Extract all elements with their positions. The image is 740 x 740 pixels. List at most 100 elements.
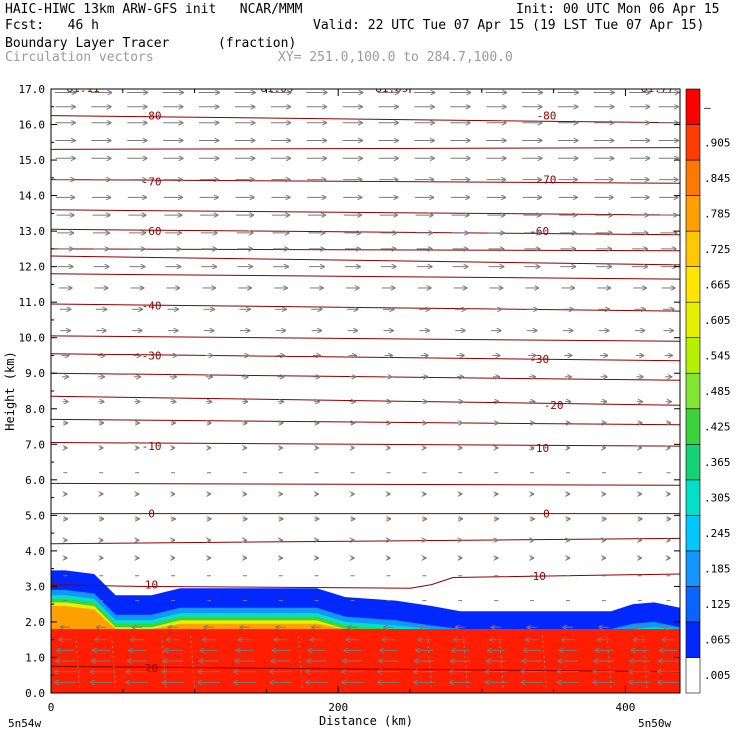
y-tick-label-7: 7.0 — [25, 438, 45, 451]
temperature-contour-12 — [51, 273, 680, 280]
vertical-motion-8 — [541, 636, 547, 688]
colorbar-swatch-6 — [685, 443, 701, 481]
colorbar-swatch-3 — [685, 550, 701, 587]
colorbar-swatch-5 — [685, 479, 701, 516]
colorbar-swatch-14 — [685, 159, 701, 196]
header-title: HAIC-HIWC 13km ARW-GFS init NCAR/MMM — [5, 2, 303, 17]
y-tick-label-13: 13.0 — [19, 225, 46, 238]
temperature-contour-11 — [51, 303, 680, 312]
x-tick-label-1: 200 — [328, 701, 348, 714]
colorbar-label-10: .605 — [704, 314, 731, 327]
colorbar-label-9: .545 — [704, 349, 731, 362]
vertical-motion-4 — [297, 636, 303, 688]
temperature-contour-18 — [51, 147, 680, 150]
x-axis-left-end-label: 5n54w — [8, 717, 41, 730]
temperature-contour-17 — [51, 179, 680, 184]
colorbar-label-0: .005 — [704, 669, 731, 682]
vertical-motion-0 — [75, 636, 81, 688]
y-tick-label-0: 0.0 — [25, 687, 45, 700]
circulation-vectors — [54, 93, 680, 688]
temperature-contour-4 — [51, 482, 680, 486]
colorbar-swatch-16 — [685, 88, 701, 125]
colorbar-swatch-12 — [685, 230, 701, 267]
colorbar: .005 .065 .125 .185 .245 .305 .365 .425 .485 .545… — [685, 88, 731, 694]
colorbar-swatch-4 — [685, 515, 701, 552]
colorbar-swatch-8 — [685, 372, 701, 410]
temperature-contour-6 — [51, 418, 680, 426]
colorbar-label-6: .365 — [704, 456, 731, 469]
vertical-motion-9 — [606, 636, 612, 688]
vertical-motion-3 — [190, 636, 196, 688]
contour-label-3-1: 0 — [543, 508, 550, 521]
temperature-contour-2 — [51, 537, 680, 545]
top-contour-label-0: -81.11 — [60, 82, 100, 95]
y-tick-label-1: 1.0 — [25, 651, 45, 664]
colorbar-label-8: .485 — [704, 385, 731, 398]
colorbar-label-7: .425 — [704, 421, 731, 434]
temperature-contour-0 — [51, 665, 680, 673]
contour-label-17-1: -70 — [537, 174, 557, 187]
overlay-name: Circulation vectors — [5, 50, 154, 65]
field-units: (fraction) — [218, 36, 297, 51]
temperature-contour-5 — [51, 442, 680, 447]
temperature-contour-9 — [51, 353, 680, 362]
vertical-motion-7 — [498, 636, 504, 688]
x-tick-label-2: 400 — [615, 701, 635, 714]
colorbar-swatch-1 — [685, 621, 701, 658]
temperature-contour-7 — [51, 395, 680, 406]
contour-label-7-0: -20 — [544, 399, 564, 412]
contour-label-19-1: -80 — [537, 110, 557, 123]
y-tick-label-5: 5.0 — [25, 509, 45, 522]
y-axis-title: Height (km) — [3, 351, 17, 430]
contour-label-11-0: -40 — [142, 300, 162, 313]
colorbar-swatch-13 — [685, 195, 701, 232]
header-fcst: Fcst: 46 h — [5, 18, 99, 33]
colorbar-swatch-15 — [685, 124, 701, 161]
colorbar-label-3: .185 — [704, 563, 731, 576]
y-tick-label-6: 6.0 — [25, 474, 45, 487]
temperature-contour-1 — [51, 573, 680, 589]
colorbar-swatch-10 — [685, 301, 701, 339]
colorbar-label-11: .665 — [704, 278, 731, 291]
vertical-motion-6 — [462, 636, 468, 688]
contour-label-17-0: -70 — [142, 175, 162, 188]
contour-label-19-0: -80 — [142, 110, 162, 123]
temperature-contour-10 — [51, 335, 680, 342]
header-init: Init: 00 UTC Mon 06 Apr 15 — [516, 2, 720, 17]
top-contour-label-3: -81.77 — [634, 82, 674, 95]
vertical-motion-10 — [642, 636, 648, 688]
cross-section-endpoints: XY= 251.0,100.0 to 284.7,100.0 — [278, 50, 513, 65]
x-tick-label-0: 0 — [48, 701, 55, 714]
y-tick-label-4: 4.0 — [25, 545, 45, 558]
y-tick-label-3: 3.0 — [25, 580, 45, 593]
top-contour-label-2: -81.05 — [369, 82, 409, 95]
colorbar-label-5: .305 — [704, 492, 731, 505]
y-tick-label-10: 10.0 — [19, 332, 46, 345]
y-tick-label-8: 8.0 — [25, 403, 45, 416]
y-tick-label-9: 9.0 — [25, 367, 45, 380]
colorbar-swatch-11 — [685, 266, 701, 303]
contour-label-9-0: -30 — [142, 349, 162, 362]
contour-label-0-0: 20 — [145, 662, 158, 675]
x-axis-title: Distance (km) — [319, 714, 413, 728]
vertical-motion-2 — [161, 636, 167, 688]
y-tick-label-16: 16.0 — [19, 119, 46, 132]
colorbar-swatch-0 — [685, 657, 701, 694]
vertical-motion-5 — [427, 636, 433, 688]
colorbar-label-15: .905 — [704, 136, 731, 149]
vertical-motion-1 — [111, 636, 117, 688]
header-valid: Valid: 22 UTC Tue 07 Apr 15 (19 LST Tue … — [313, 18, 705, 33]
contour-label-15-1: -60 — [529, 225, 549, 238]
colorbar-label-1: .065 — [704, 634, 731, 647]
colorbar-swatch-7 — [685, 408, 701, 445]
contour-label-1-1: 10 — [533, 570, 546, 583]
colorbar-label-2: .125 — [704, 598, 731, 611]
colorbar-swatch-9 — [685, 337, 701, 374]
temperature-contour-13 — [51, 255, 680, 266]
field-name: Boundary Layer Tracer — [5, 36, 170, 51]
contour-label-1-0: 10 — [145, 579, 158, 592]
y-tick-label-17: 17.0 — [19, 83, 46, 96]
plot-background — [51, 89, 680, 693]
colorbar-label-16: – — [704, 101, 711, 114]
